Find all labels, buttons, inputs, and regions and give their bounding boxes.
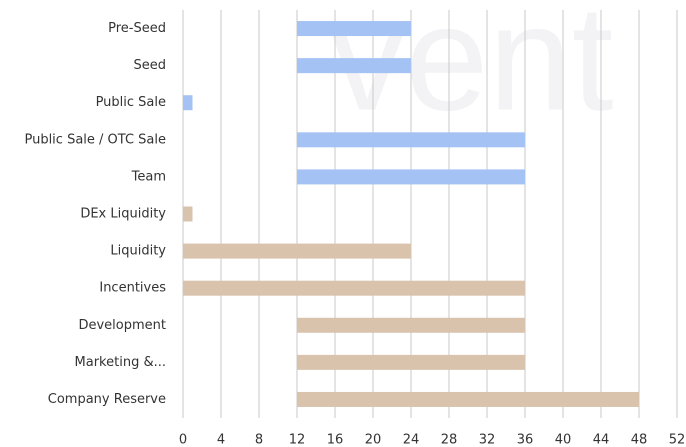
x-tick-label: 48 [631, 433, 648, 447]
y-tick-label: Pre-Seed [108, 21, 166, 36]
x-tick-label: 32 [479, 433, 496, 447]
bar [297, 169, 525, 185]
y-tick-label: Company Reserve [48, 392, 166, 407]
bar [297, 132, 525, 148]
bar [297, 354, 525, 370]
x-tick-label: 8 [255, 433, 263, 447]
y-tick-label: DEx Liquidity [80, 207, 166, 222]
bar [297, 391, 639, 407]
y-tick-label: Team [131, 169, 166, 184]
x-tick-label: 40 [555, 433, 572, 447]
x-tick-label: 28 [441, 433, 458, 447]
bar [297, 317, 525, 333]
x-tick-label: 0 [179, 433, 187, 447]
y-tick-label: Incentives [99, 281, 166, 296]
bar [183, 206, 193, 222]
x-tick-label: 44 [593, 433, 610, 447]
bar [297, 21, 411, 37]
x-tick-label: 52 [669, 433, 686, 447]
x-tick-label: 16 [327, 433, 344, 447]
x-tick-label: 24 [403, 433, 420, 447]
x-tick-label: 20 [365, 433, 382, 447]
bar [183, 243, 411, 259]
x-tick-label: 12 [289, 433, 306, 447]
y-tick-label: Development [78, 318, 166, 333]
y-tick-label: Marketing &... [75, 355, 166, 370]
x-tick-label: 36 [517, 433, 534, 447]
x-tick-label: 4 [217, 433, 225, 447]
y-tick-label: Seed [134, 58, 167, 73]
bar [297, 58, 411, 74]
y-tick-label: Public Sale / OTC Sale [24, 132, 166, 147]
y-tick-label: Liquidity [110, 244, 166, 259]
y-tick-label: Public Sale [96, 95, 166, 110]
bar [183, 280, 525, 296]
bar [183, 95, 193, 111]
